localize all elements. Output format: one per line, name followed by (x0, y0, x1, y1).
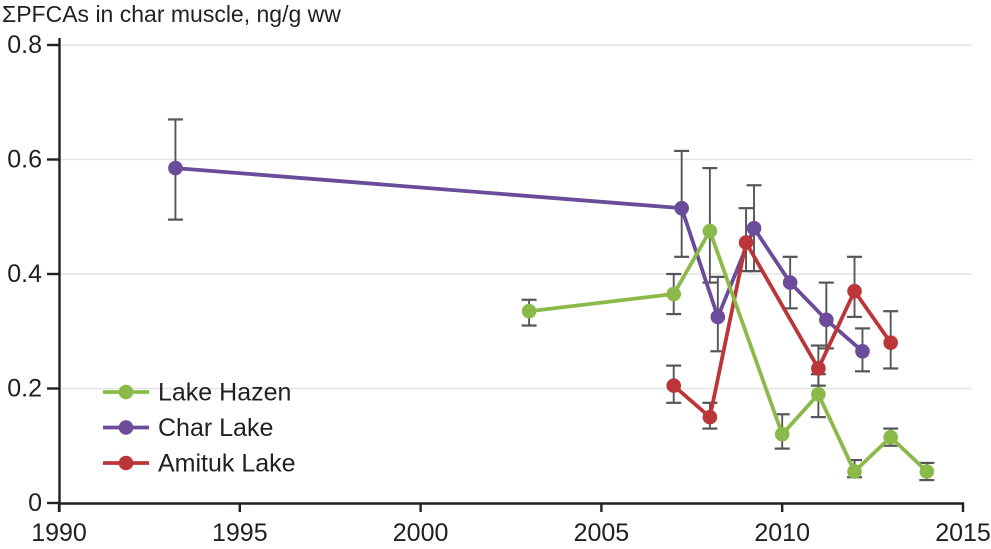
chart-title: ΣPFCAs in char muscle, ng/g ww (2, 1, 341, 27)
data-point-lake-hazen-2012 (847, 464, 862, 479)
data-point-amituk-lake-2012 (847, 283, 862, 299)
legend-label-char-lake: Char Lake (158, 414, 273, 442)
x-tick-label-1995: 1995 (212, 519, 268, 547)
legend-label-lake-hazen: Lake Hazen (158, 379, 291, 407)
data-point-lake-hazen-2008 (702, 223, 718, 239)
data-point-lake-hazen-2010 (774, 427, 790, 442)
data-point-char-lake-1993 (168, 160, 183, 176)
series-line-char-lake (173, 166, 865, 354)
legend-item-char-lake: Char Lake (103, 414, 273, 442)
data-point-lake-hazen-2014 (919, 464, 935, 479)
data-point-char-lake-2012 (855, 343, 870, 359)
series-line-amituk-lake (671, 240, 893, 420)
data-point-amituk-lake-2009 (738, 235, 754, 250)
data-point-amituk-lake-2007 (666, 378, 682, 393)
x-tick-label-2000: 2000 (393, 519, 449, 547)
x-tick-label-2010: 2010 (754, 519, 810, 547)
data-point-char-lake-2009 (746, 220, 762, 236)
legend-item-lake-hazen: Lake Hazen (103, 379, 291, 407)
y-tick-label-0.4: 0.4 (7, 260, 42, 288)
data-point-amituk-lake-2008 (702, 409, 718, 425)
data-point-lake-hazen-2003 (521, 303, 537, 319)
legend-dot-lake-hazen (118, 384, 134, 400)
data-point-lake-hazen-2011 (811, 386, 826, 402)
y-tick-label-0.6: 0.6 (7, 146, 42, 174)
legend-dot-amituk-lake (118, 455, 134, 471)
legend-item-amituk-lake: Amituk Lake (103, 450, 296, 478)
x-tick-label-1990: 1990 (31, 519, 87, 547)
legend-dot-char-lake (118, 420, 134, 435)
x-tick-label-2015: 2015 (935, 519, 991, 547)
data-point-char-lake-2008 (710, 309, 726, 325)
error-bars (167, 118, 935, 482)
legend-label-amituk-lake: Amituk Lake (158, 450, 296, 478)
data-point-lake-hazen-2007 (666, 286, 682, 302)
y-tick-label-0.8: 0.8 (7, 31, 42, 59)
data-point-lake-hazen-2013 (883, 429, 898, 445)
series-line-lake-hazen (527, 229, 929, 474)
data-point-char-lake-2007 (674, 200, 689, 216)
y-tick-label-0.2: 0.2 (7, 375, 42, 403)
data-point-amituk-lake-2011 (811, 361, 826, 376)
x-tick-label-2005: 2005 (574, 519, 630, 547)
data-point-char-lake-2010 (782, 275, 798, 290)
y-tick-label-0: 0 (28, 489, 42, 517)
data-point-char-lake-2011 (819, 312, 834, 328)
data-point-amituk-lake-2013 (883, 335, 898, 351)
legend: Lake Hazen Char Lake Amituk Lake (103, 379, 296, 478)
